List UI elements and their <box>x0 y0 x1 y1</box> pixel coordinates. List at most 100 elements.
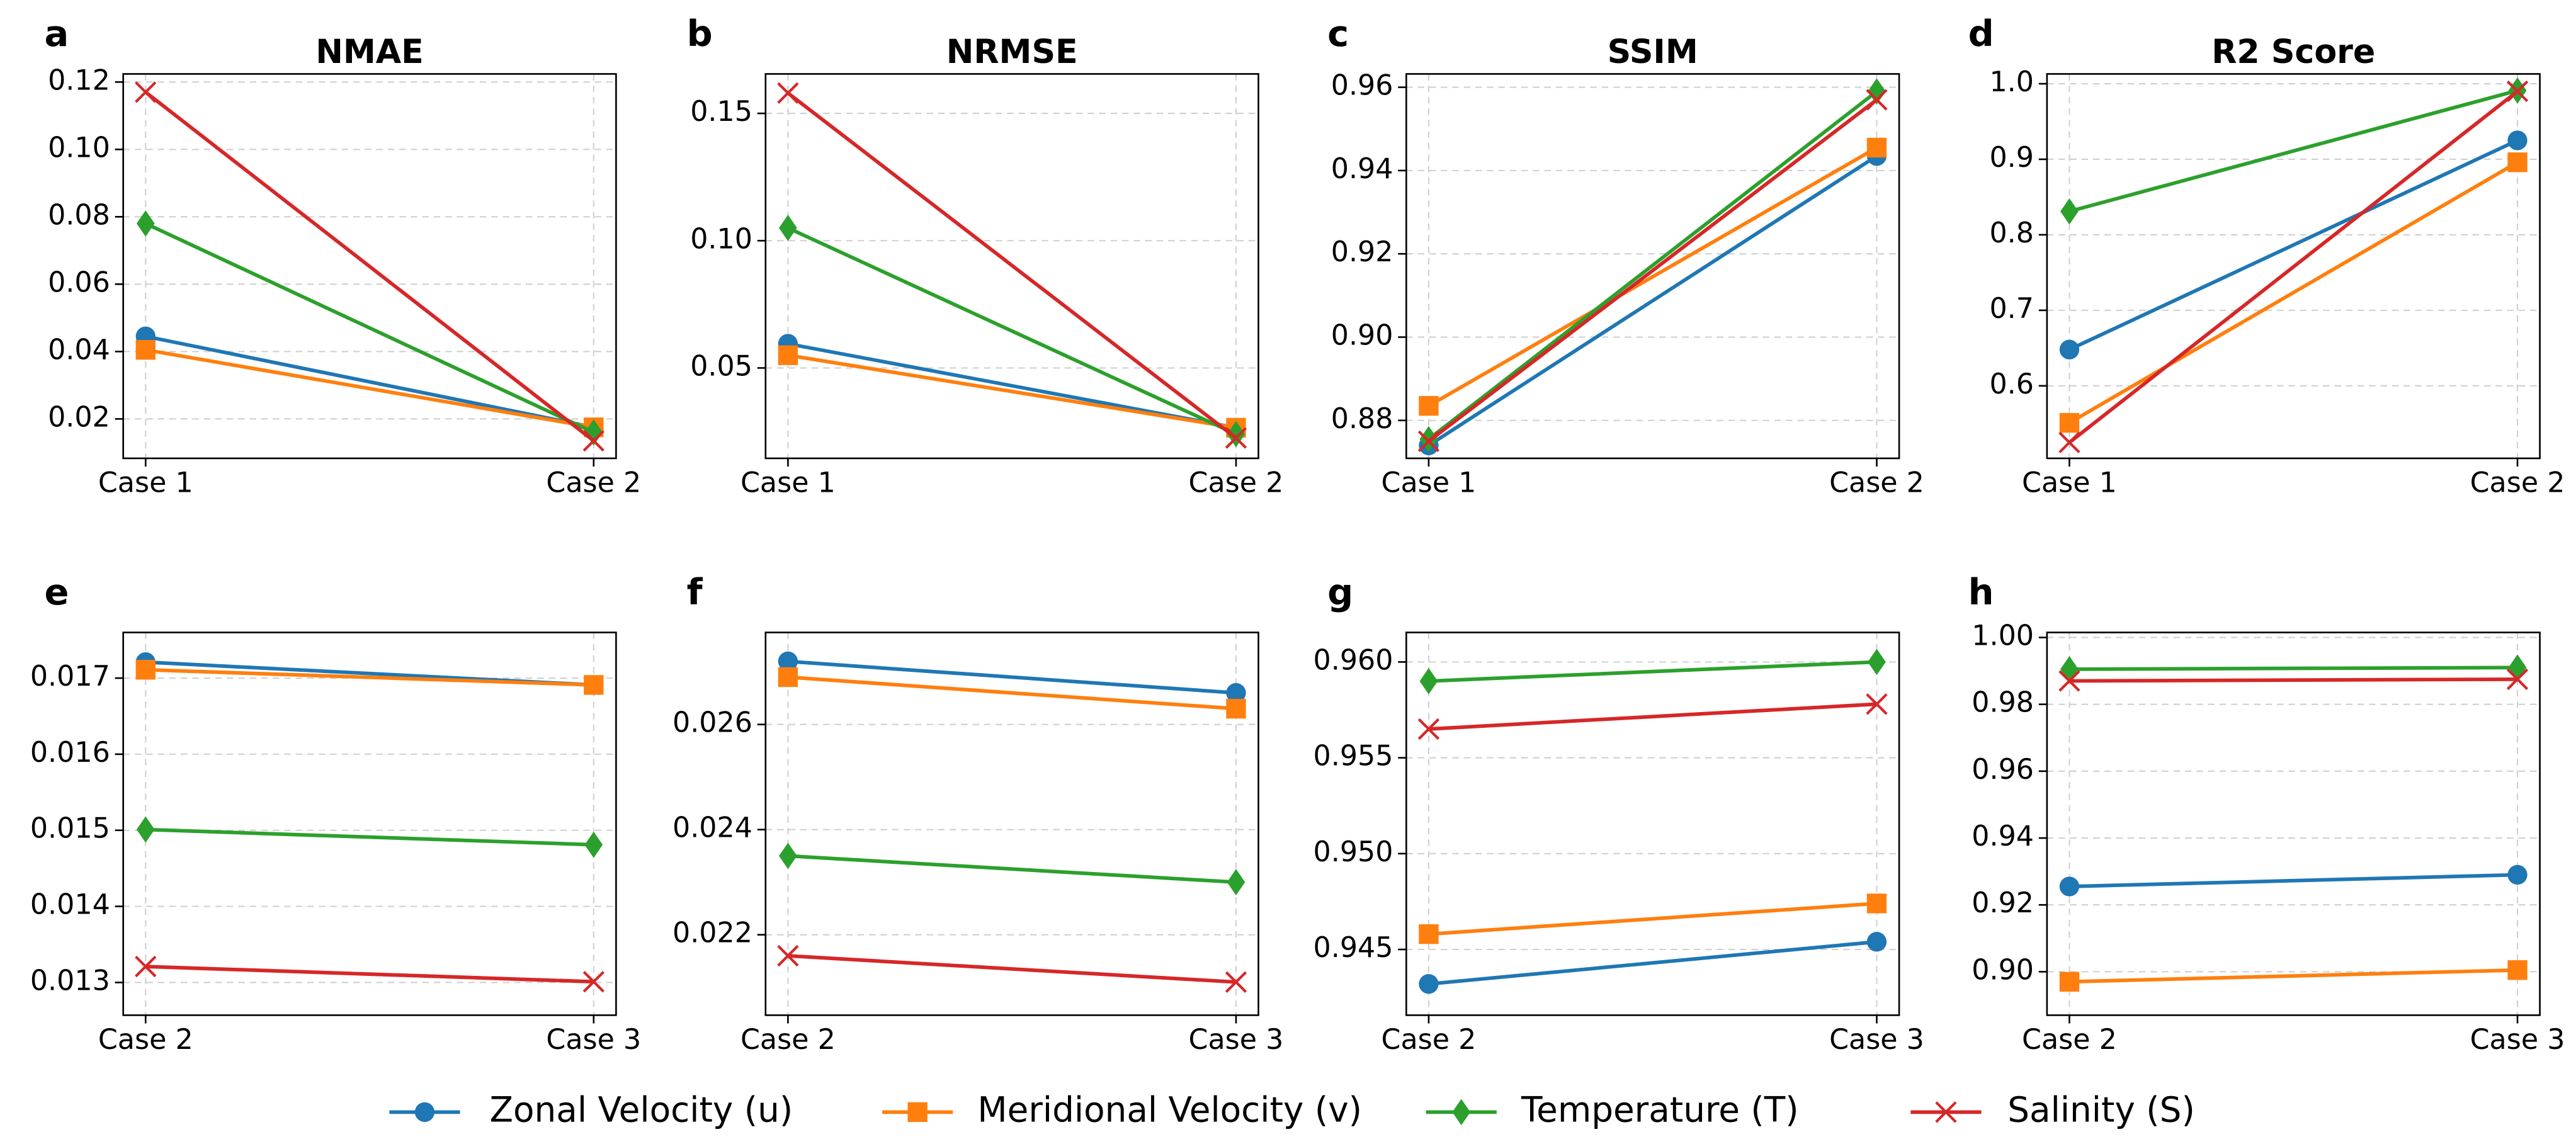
plot-frame <box>764 631 1259 1016</box>
series-line <box>787 342 1237 430</box>
marker <box>2059 412 2080 433</box>
series-line <box>2068 89 2518 213</box>
legend-label: Salinity (S) <box>2007 1089 2195 1130</box>
chart-title: SSIM <box>1608 33 1698 71</box>
plot-frame <box>2046 631 2541 1016</box>
legend-marker <box>907 1102 928 1123</box>
y-tick-label: 0.7 <box>1989 293 2034 325</box>
marker <box>135 81 157 103</box>
y-tick-label: 0.96 <box>1972 754 2034 786</box>
panel: e 0.013 0.014 0.015 0.016 0.017 Case 2 Case 3 <box>30 571 641 1056</box>
series-line <box>786 91 1237 439</box>
y-tick-label: 0.06 <box>48 266 110 298</box>
y-tick-label: 0.945 <box>1314 932 1393 964</box>
legend-marker <box>1935 1101 1957 1123</box>
plot-frame <box>764 73 1259 460</box>
y-tick-label: 0.015 <box>30 813 110 845</box>
marker <box>2508 654 2527 681</box>
y-tick-label: 0.022 <box>672 917 752 949</box>
series-line <box>144 91 595 443</box>
marker <box>779 215 797 241</box>
y-tick-label: 0.02 <box>48 401 110 433</box>
y-tick-label: 0.950 <box>1314 836 1393 868</box>
x-tick-label: Case 1 <box>740 467 836 499</box>
marker <box>1419 974 1439 994</box>
x-tick-label: Case 2 <box>2022 1024 2117 1056</box>
series-line <box>1427 146 1878 408</box>
legend-label: Temperature (T) <box>1521 1089 1799 1130</box>
marker <box>2058 670 2080 692</box>
y-tick-label: 0.94 <box>1331 153 1393 185</box>
plot-frame <box>122 631 617 1016</box>
marker <box>1419 395 1439 416</box>
plot-frame <box>1405 73 1900 460</box>
series-line <box>145 348 594 429</box>
marker <box>2507 152 2528 173</box>
y-tick-label: 0.960 <box>1314 644 1393 676</box>
marker <box>582 971 604 993</box>
marker <box>2059 876 2080 897</box>
marker <box>1868 648 1886 676</box>
x-tick-label: Case 2 <box>740 1024 836 1056</box>
marker <box>1866 893 1887 914</box>
legend-marker <box>414 1102 435 1123</box>
panel-letter: d <box>1968 13 1994 55</box>
marker <box>2060 198 2079 225</box>
series-line <box>1428 660 1877 683</box>
y-tick-label: 0.026 <box>672 707 752 739</box>
marker <box>1866 693 1888 715</box>
marker <box>2059 971 2080 992</box>
series-line <box>787 226 1237 436</box>
panel: d R2 Score 0.6 0.7 0.8 0.9 1.0 Case 1 Case 2 <box>1968 13 2565 499</box>
marker <box>778 651 798 672</box>
panel-letter: h <box>1968 571 1994 613</box>
x-tick-label: Case 2 <box>2470 467 2565 499</box>
series-line <box>788 854 1237 885</box>
panel-letter: e <box>44 571 69 613</box>
y-tick-label: 0.05 <box>690 350 752 382</box>
y-tick-label: 1.00 <box>1972 620 2034 652</box>
y-tick-label: 0.014 <box>30 889 110 921</box>
series-line <box>1428 702 1877 731</box>
marker <box>135 340 156 360</box>
marker <box>778 667 798 688</box>
x-tick-label: Case 3 <box>2470 1024 2565 1056</box>
x-tick-label: Case 2 <box>546 467 641 499</box>
y-tick-label: 0.92 <box>1331 236 1393 268</box>
marker <box>777 82 799 104</box>
x-tick-label: Case 3 <box>1189 1024 1284 1056</box>
series-line <box>787 353 1237 430</box>
panel: f 0.022 0.024 0.026 Case 2 Case 3 <box>672 571 1283 1056</box>
legend-label: Meridional Velocity (v) <box>977 1089 1362 1130</box>
series-line <box>1427 98 1878 443</box>
series-line <box>788 659 1237 695</box>
series-line <box>2069 677 2518 683</box>
y-tick-label: 0.12 <box>48 64 110 96</box>
y-tick-label: 0.08 <box>48 199 110 231</box>
marker <box>1866 137 1887 158</box>
x-tick-label: Case 3 <box>1829 1024 1924 1056</box>
x-tick-label: Case 2 <box>98 1024 193 1056</box>
series-line <box>1427 154 1878 447</box>
y-tick-label: 0.8 <box>1989 217 2034 249</box>
legend-item: Salinity (S) <box>1910 1089 2195 1130</box>
legend-marker <box>1452 1099 1471 1126</box>
y-tick-label: 0.94 <box>1972 820 2034 852</box>
y-tick-label: 0.017 <box>30 660 110 693</box>
series-line <box>1427 89 1878 441</box>
series-line <box>788 675 1237 711</box>
marker <box>2060 656 2079 682</box>
panel-letter: b <box>687 13 713 55</box>
y-tick-label: 0.04 <box>48 334 110 366</box>
series-line <box>1428 939 1877 986</box>
x-tick-label: Case 1 <box>1382 467 1477 499</box>
marker <box>2507 130 2528 150</box>
x-tick-label: Case 1 <box>2022 467 2117 499</box>
y-tick-label: 0.15 <box>690 96 752 128</box>
marker <box>1226 682 1246 703</box>
y-tick-label: 0.92 <box>1972 887 2034 919</box>
marker <box>1225 971 1247 993</box>
series-line <box>2068 161 2519 425</box>
